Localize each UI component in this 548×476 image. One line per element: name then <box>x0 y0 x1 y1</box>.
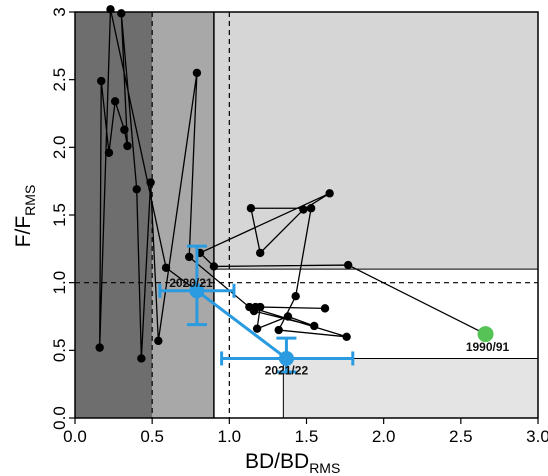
highlight-point-label: 2020/21 <box>169 276 213 290</box>
data-point <box>274 325 283 335</box>
data-point <box>161 263 171 272</box>
data-point <box>249 306 259 316</box>
data-point <box>95 343 104 352</box>
trajectory-line <box>99 9 486 359</box>
data-point <box>342 332 351 341</box>
y-tick-label: 0.0 <box>50 406 69 430</box>
data-point <box>299 205 308 214</box>
start-point <box>477 326 494 343</box>
data-point <box>291 292 300 301</box>
zone-overfishing <box>213 12 538 270</box>
data-point <box>146 178 155 187</box>
data-point <box>137 354 146 363</box>
y-axis-title: F/FRMS <box>12 185 38 248</box>
x-axis-title-sub: RMS <box>309 460 340 476</box>
y-tick-label: 2.0 <box>50 136 69 160</box>
data-point <box>246 204 256 213</box>
x-tick-label: 0.5 <box>140 427 164 446</box>
data-point <box>185 252 194 262</box>
recent-years-series: 2020/21 2021/22 <box>158 244 355 377</box>
recent-years-line <box>196 289 288 360</box>
data-point <box>256 248 265 258</box>
highlight-point <box>189 283 205 299</box>
highlight-point <box>278 350 294 366</box>
y-axis-title-sub: RMS <box>22 185 38 216</box>
x-tick-label: 0.0 <box>63 427 87 446</box>
data-point <box>209 262 219 271</box>
trajectory-series: 1990/91 <box>95 5 510 363</box>
data-point <box>306 204 316 213</box>
y-tick-label: 0.5 <box>50 339 69 363</box>
data-point <box>310 321 319 331</box>
data-point <box>343 260 353 270</box>
stock-status-zones <box>75 12 538 418</box>
data-point <box>110 97 120 106</box>
zone-lower-right <box>283 358 538 418</box>
data-point <box>120 125 129 134</box>
data-point <box>320 304 330 313</box>
y-tick-label: 2.5 <box>50 68 69 92</box>
data-point <box>325 189 334 198</box>
data-point <box>192 68 202 78</box>
y-tick-label: 1.0 <box>50 271 69 295</box>
x-tick-label: 1.5 <box>295 427 319 446</box>
y-tick-label: 3 <box>50 7 69 16</box>
data-point <box>123 141 132 151</box>
x-tick-label: 2.5 <box>449 427 473 446</box>
data-point <box>132 185 141 194</box>
data-point <box>97 76 106 86</box>
zone-critical <box>75 12 153 418</box>
x-tick-label: 1.0 <box>218 427 242 446</box>
annotation-label: 1990/91 <box>466 340 510 354</box>
data-point <box>283 312 293 321</box>
y-axis-title-main: F/F <box>12 216 35 248</box>
zone-precaution <box>152 12 214 418</box>
data-point <box>104 148 114 157</box>
x-tick-label: 2.0 <box>372 427 396 446</box>
axis-ticks: 0.0 0.5 1.0 1.5 2.0 2.5 3.0 0.0 0.5 1.0 1.5 2.0 2.5 3 <box>50 7 548 446</box>
x-axis-title-main: BD/BD <box>245 450 309 473</box>
y-tick-label: 1.5 <box>50 203 69 227</box>
data-point <box>154 336 163 346</box>
highlight-point-label: 2021/22 <box>265 363 309 377</box>
data-point <box>117 9 126 18</box>
data-point <box>256 302 265 312</box>
data-point <box>252 324 262 333</box>
x-tick-label: 3.0 <box>526 427 548 446</box>
x-axis-title: BD/BDRMS <box>245 450 340 476</box>
